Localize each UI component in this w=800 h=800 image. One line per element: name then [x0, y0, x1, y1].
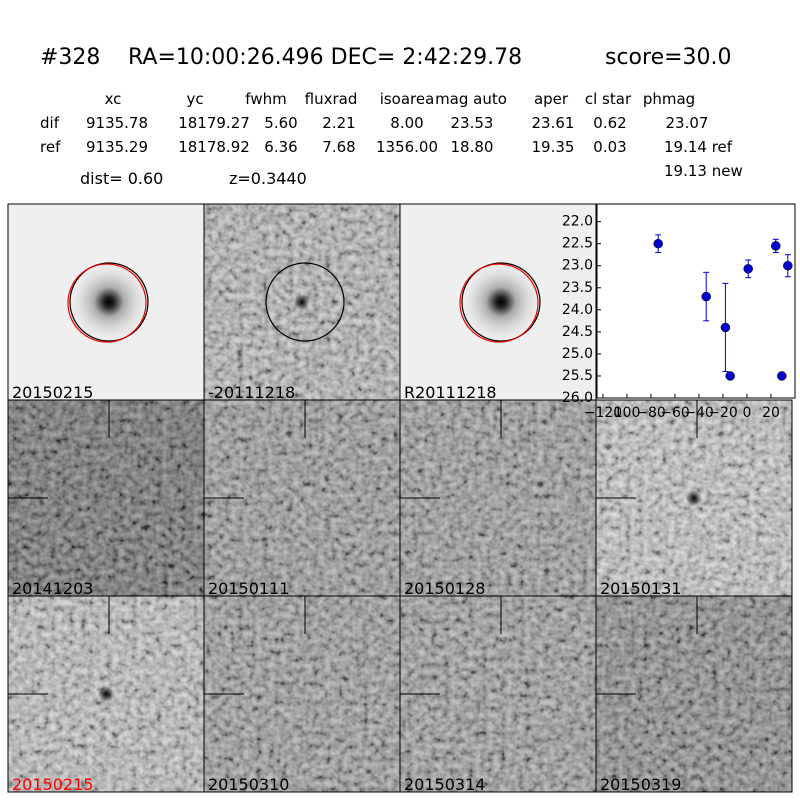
- x-tick-label: −60: [660, 405, 690, 421]
- cutout: 20150319: [595, 595, 793, 794]
- aperture: [69, 262, 149, 342]
- x-tick-label: −80: [636, 405, 666, 421]
- y-tick-label: 25.5: [562, 368, 593, 384]
- column-header: fluxrad: [305, 90, 358, 108]
- aperture-red: [67, 263, 147, 343]
- panel-label: 20150314: [404, 775, 485, 794]
- column-header: cl star: [585, 90, 632, 108]
- y-tick-label: 23.5: [562, 280, 593, 296]
- cutout: 20141203: [7, 399, 205, 598]
- cell: 0.62: [593, 114, 626, 132]
- cutout: -20111218: [203, 203, 401, 402]
- column-header: isoarea: [380, 90, 435, 108]
- candidate-id: #328: [40, 45, 100, 70]
- cutout: 20150128: [399, 399, 597, 598]
- y-tick-label: 23.0: [562, 258, 593, 274]
- point: [653, 238, 663, 249]
- y-tick-label: 25.0: [562, 346, 593, 362]
- cutout: 20150310: [203, 595, 401, 794]
- panel-label: -20111218: [208, 383, 295, 402]
- cell: 2.21: [322, 114, 355, 132]
- cutout: 20150131: [595, 399, 793, 598]
- cell: 1356.00: [376, 138, 438, 156]
- cell: 23.61: [532, 114, 575, 132]
- point: [743, 264, 753, 274]
- point: [725, 371, 735, 381]
- column-header: fwhm: [245, 90, 286, 108]
- cell: 19.35: [532, 138, 575, 156]
- panel-label: 20150215: [12, 775, 93, 794]
- source: [686, 490, 702, 506]
- row-label: dif: [40, 114, 60, 132]
- aperture-red: [459, 263, 539, 343]
- frame: [595, 595, 793, 793]
- x-tick-label: 0: [743, 405, 752, 421]
- cutout: 20150314: [399, 595, 597, 794]
- chart: 22.0 22.5 23.0 23.5 24.0 24.5 25.0 25.5 26.0−120…: [562, 203, 796, 421]
- panels: 20150215 -20111218 R20111218 20141203 201501…: [7, 203, 793, 794]
- column-header: mag auto: [435, 90, 507, 108]
- panel-label: 20150310: [208, 775, 289, 794]
- plot-area: [596, 203, 796, 399]
- galaxy: [67, 260, 151, 344]
- cell: 18.80: [451, 138, 494, 156]
- y-tick-label: 22.5: [562, 236, 593, 252]
- distance: dist= 0.60: [80, 169, 163, 188]
- cutout: 20150111: [203, 399, 401, 598]
- point: [720, 322, 731, 333]
- source: [294, 294, 310, 310]
- point: [701, 291, 711, 302]
- y-tick-label: 24.0: [562, 302, 593, 318]
- coordinates: RA=10:00:26.496 DEC= 2:42:29.78: [128, 45, 522, 70]
- y-tick-label: 22.0: [562, 214, 593, 230]
- panel-label: 20150319: [600, 775, 681, 794]
- row-label: ref: [40, 138, 61, 156]
- x-tick-label: −20: [708, 405, 738, 421]
- galaxy: [459, 260, 543, 344]
- cell: 23.53: [451, 114, 494, 132]
- aperture: [461, 262, 541, 342]
- cell: 23.07: [666, 114, 709, 132]
- cell: 5.60: [264, 114, 297, 132]
- y-tick-label: 24.5: [562, 324, 593, 340]
- column-header: xc: [105, 90, 122, 108]
- column-header: yc: [186, 90, 203, 108]
- cell: 19.14 ref: [664, 138, 733, 156]
- panel-label: 20150131: [600, 579, 681, 598]
- panel-label: R20111218: [404, 383, 497, 402]
- cutout: 20150215: [7, 203, 205, 402]
- source: [98, 686, 114, 702]
- cell: 7.68: [322, 138, 355, 156]
- point: [783, 260, 793, 271]
- cell: 18178.92: [178, 138, 250, 156]
- cutout: R20111218: [399, 203, 597, 402]
- cell: 6.36: [264, 138, 297, 156]
- aperture: [265, 262, 345, 342]
- cell: 9135.78: [86, 114, 148, 132]
- cell: 0.03: [593, 138, 626, 156]
- x-tick-label: −40: [684, 405, 714, 421]
- point: [771, 241, 781, 251]
- x-tick-label: 100: [614, 405, 641, 421]
- cell: 8.00: [390, 114, 423, 132]
- redshift: z=0.3440: [229, 169, 307, 188]
- phmag-new: 19.13 new: [664, 162, 743, 180]
- panel-label: 20141203: [12, 579, 93, 598]
- column-header: phmag: [643, 90, 695, 108]
- panel-label: 20150111: [208, 579, 289, 598]
- cutout: 20150215: [7, 595, 205, 794]
- score: score=30.0: [605, 45, 732, 70]
- cell: 18179.27: [178, 114, 250, 132]
- x-tick-label: −120: [584, 405, 622, 421]
- panel-label: 20150215: [12, 383, 93, 402]
- table: xc yc fwhm fluxrad isoarea mag auto aper cl sta…: [40, 90, 733, 156]
- column-header: aper: [534, 90, 569, 108]
- panel-label: 20150128: [404, 579, 485, 598]
- point: [777, 371, 787, 381]
- cell: 9135.29: [86, 138, 148, 156]
- y-tick-label: 26.0: [562, 390, 593, 406]
- x-tick-label: 20: [762, 405, 780, 421]
